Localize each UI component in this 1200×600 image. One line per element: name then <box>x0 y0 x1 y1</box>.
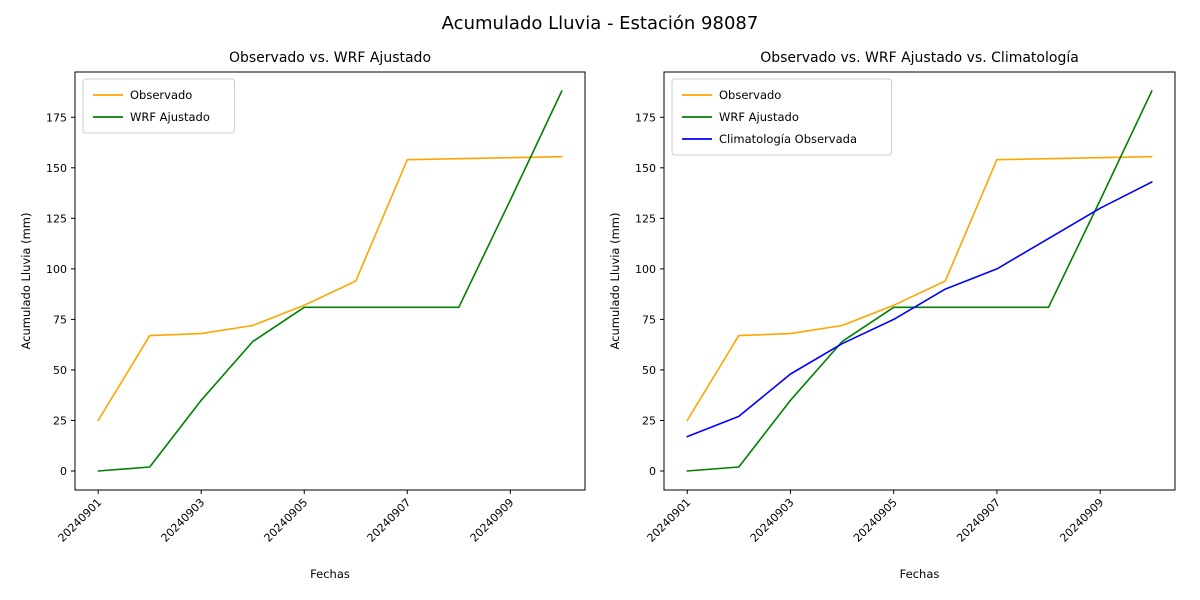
series-line-observado <box>97 155 563 422</box>
figure-title: Acumulado Lluvia - Estación 98087 <box>442 13 759 34</box>
legend-label: WRF Ajustado <box>719 110 799 124</box>
legend: Observado WRF Ajustado <box>82 78 236 134</box>
series-line-climatología-observada <box>686 181 1153 438</box>
y-tick-label: 175 <box>635 111 656 124</box>
x-axis: 20240901 20240903 20240905 20240907 20240909 <box>56 490 517 545</box>
y-tick-label: 25 <box>642 414 656 427</box>
legend-box <box>671 78 893 156</box>
x-tick-label: 20240903 <box>748 496 797 545</box>
y-tick-label: 0 <box>60 465 67 478</box>
y-tick-label: 150 <box>46 162 67 175</box>
subplot-title: Observado vs. WRF Ajustado vs. Climatolo… <box>760 50 1079 66</box>
axes-frame <box>74 71 586 491</box>
y-axis-label: Acumulado Lluvia (mm) <box>19 213 33 350</box>
y-tick-label: 100 <box>635 263 656 276</box>
x-tick-label: 20240907 <box>365 496 414 545</box>
y-tick-label: 125 <box>635 212 656 225</box>
y-tick-label: 25 <box>53 414 67 427</box>
x-tick-label: 20240909 <box>468 496 517 545</box>
x-tick-label: 20240907 <box>954 496 1003 545</box>
x-tick-label: 20240909 <box>1057 496 1106 545</box>
y-tick-label: 0 <box>649 465 656 478</box>
y-tick-label: 100 <box>46 263 67 276</box>
legend: Observado WRF Ajustado Climatología Observ… <box>671 78 893 156</box>
y-tick-label: 150 <box>635 162 656 175</box>
x-axis-label: Fechas <box>310 567 350 581</box>
y-tick-label: 125 <box>46 212 67 225</box>
x-tick-label: 20240901 <box>56 496 105 545</box>
y-axis-label: Acumulado Lluvia (mm) <box>608 213 622 350</box>
y-tick-label: 50 <box>53 364 67 377</box>
x-tick-label: 20240903 <box>159 496 208 545</box>
series-line-wrf-ajustado <box>97 90 563 472</box>
legend-label: Observado <box>719 88 781 102</box>
x-axis-label: Fechas <box>900 567 940 581</box>
axes-frame <box>663 71 1176 491</box>
y-axis: 0 25 50 75 100 125 150 175 <box>46 111 75 478</box>
subplot-title: Observado vs. WRF Ajustado <box>229 50 431 66</box>
y-tick-label: 75 <box>53 313 67 326</box>
x-axis: 20240901 20240903 20240905 20240907 20240909 <box>645 490 1106 545</box>
x-tick-label: 20240905 <box>851 496 900 545</box>
y-tick-label: 175 <box>46 111 67 124</box>
legend-label: Observado <box>130 88 192 102</box>
series-line-wrf-ajustado <box>686 90 1153 472</box>
legend-label: Climatología Observada <box>719 132 857 146</box>
x-tick-label: 20240905 <box>262 496 311 545</box>
x-tick-label: 20240901 <box>645 496 694 545</box>
y-tick-label: 75 <box>642 313 656 326</box>
y-tick-label: 50 <box>642 364 656 377</box>
legend-label: WRF Ajustado <box>130 110 210 124</box>
y-axis: 0 25 50 75 100 125 150 175 <box>635 111 664 478</box>
legend-box <box>82 78 236 134</box>
series-line-observado <box>686 155 1153 422</box>
